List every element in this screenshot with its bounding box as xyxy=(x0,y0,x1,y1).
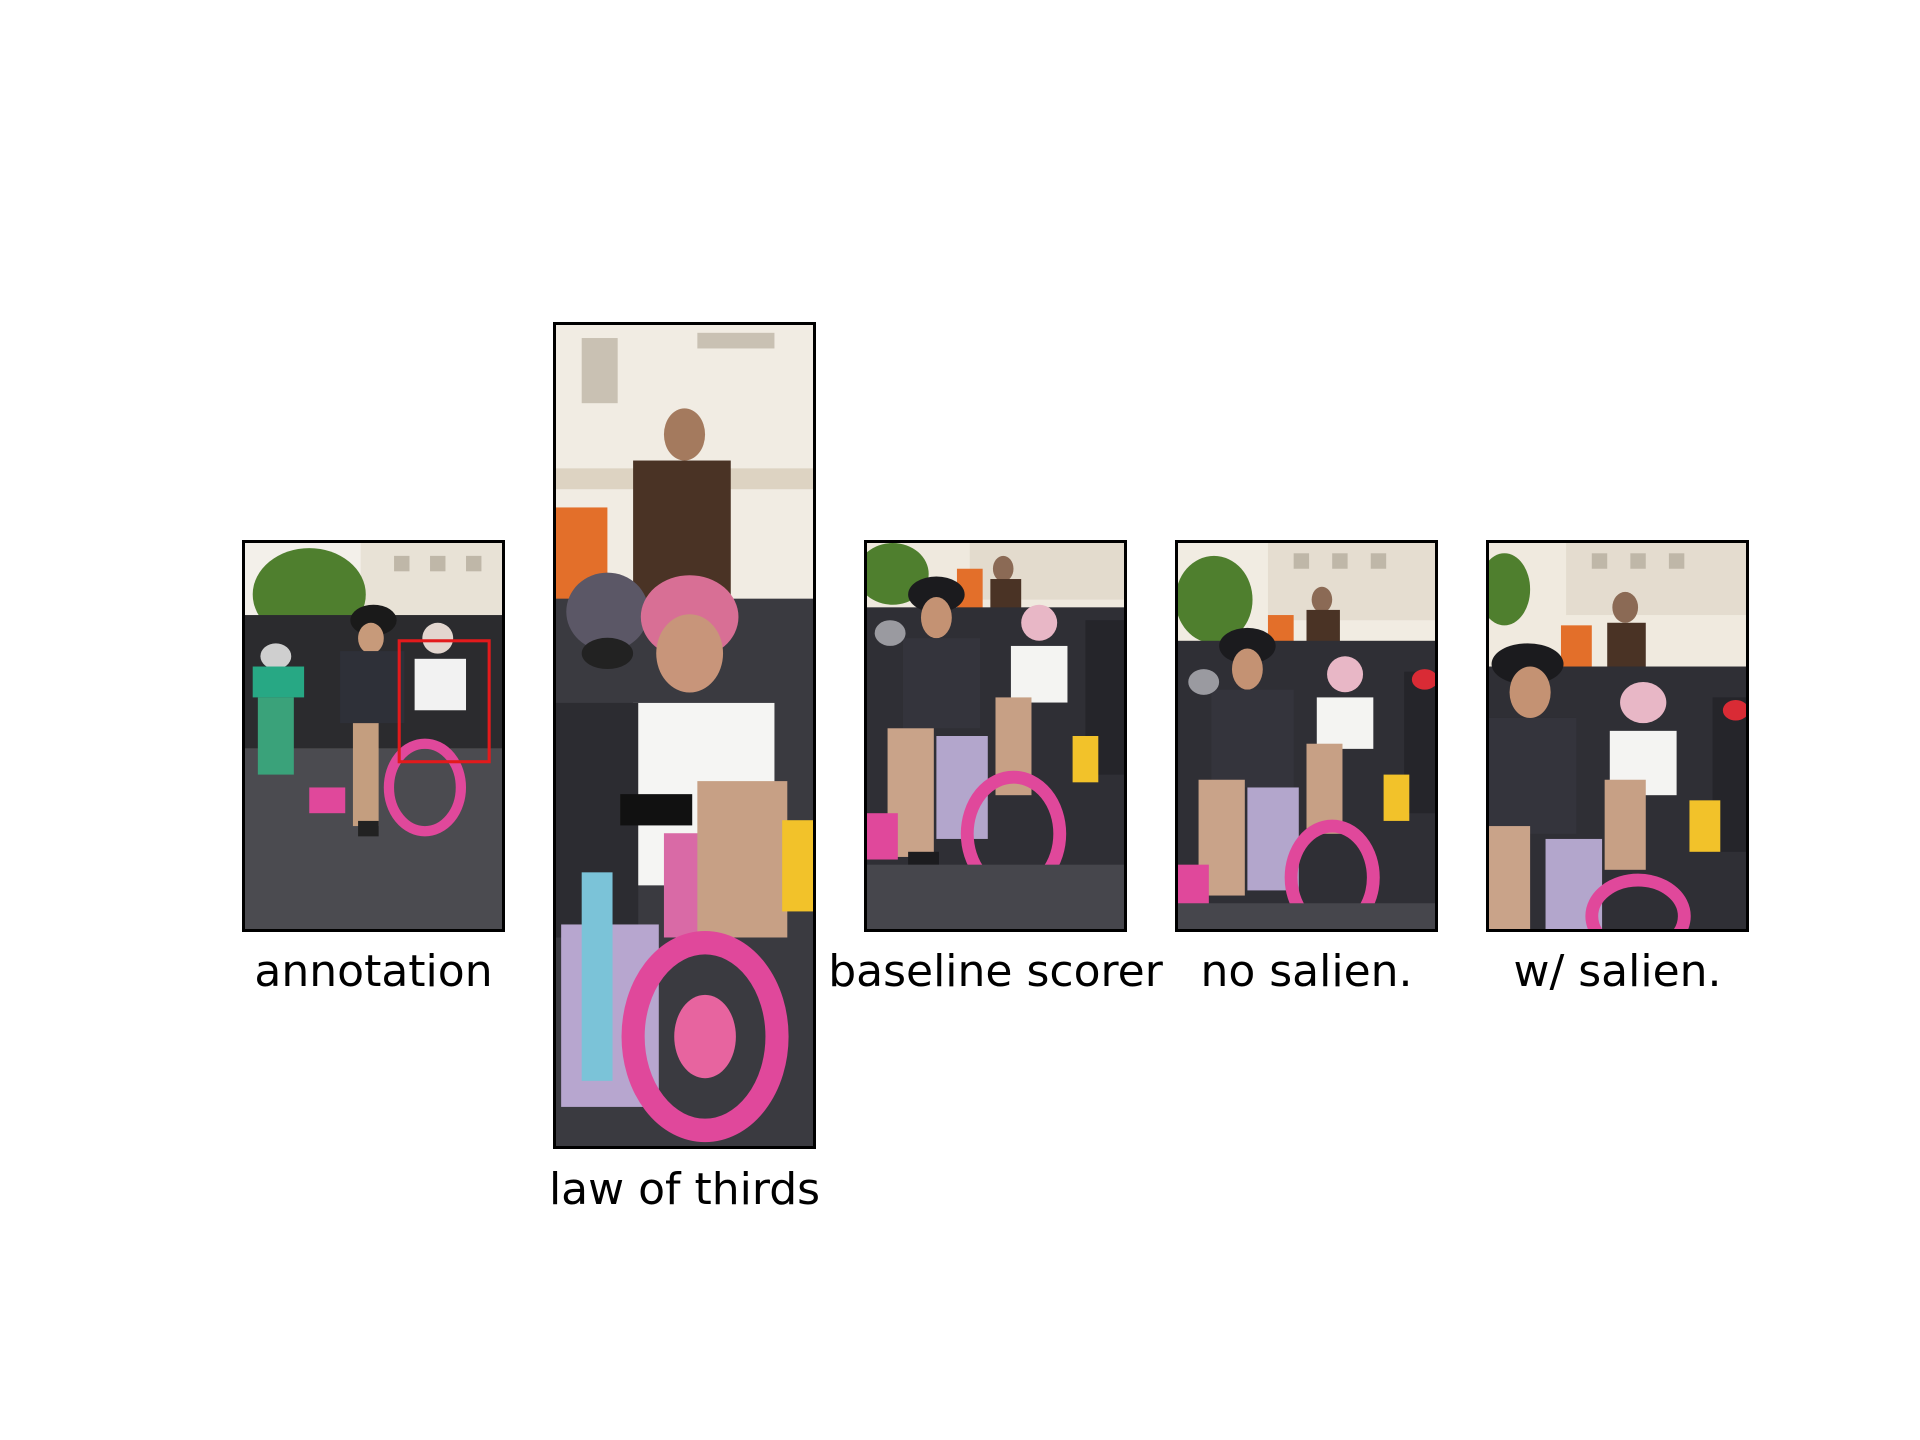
photo-annotation xyxy=(242,540,505,932)
caption-baseline-scorer: baseline scorer xyxy=(828,946,1163,997)
annotation-box xyxy=(397,639,491,764)
caption-law-of-thirds: law of thirds xyxy=(548,1164,821,1215)
caption-w-salien: w/ salien. xyxy=(1513,946,1722,997)
photo-baseline-scorer xyxy=(864,540,1127,932)
photo-no-salien xyxy=(1175,540,1438,932)
photo-law-of-thirds xyxy=(553,322,816,1149)
caption-annotation: annotation xyxy=(254,946,493,997)
caption-no-salien: no salien. xyxy=(1200,946,1413,997)
photo-w-salien xyxy=(1486,540,1749,932)
